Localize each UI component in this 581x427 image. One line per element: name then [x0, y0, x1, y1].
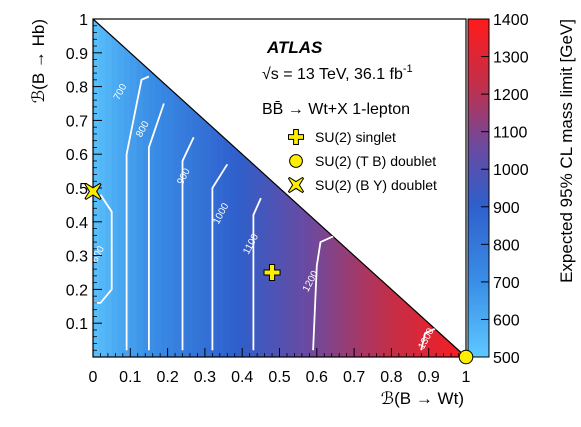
z-tick-label: 1200 — [493, 87, 529, 104]
heatmap-cell — [148, 19, 156, 357]
heatmap-cell — [136, 19, 144, 357]
contour-line-1000 — [211, 163, 229, 351]
x-tick-label: 0.4 — [231, 369, 253, 386]
contour-line-1200 — [312, 234, 336, 351]
channel-label: BB̄ → Wt+X 1-lepton — [262, 101, 410, 118]
legend-marker-circle — [289, 154, 303, 168]
heatmap-cell — [161, 19, 169, 357]
heatmap-cell — [254, 19, 262, 357]
z-tick-label: 900 — [493, 200, 520, 217]
heatmap-cell — [198, 19, 206, 357]
contour-line-900 — [181, 136, 195, 351]
z-tick-label: 1300 — [493, 50, 529, 67]
diagonal-boundary — [92, 18, 467, 358]
contour-line-1100 — [252, 197, 262, 351]
heatmap-cell — [273, 19, 281, 357]
heatmap-cell — [192, 19, 200, 357]
y-tick-label: 0.8 — [66, 80, 88, 97]
z-tick-label: 500 — [493, 350, 520, 367]
heatmap-cell — [267, 19, 274, 357]
heatmap-cell — [142, 19, 150, 357]
x-tick-label: 0.7 — [343, 369, 365, 386]
heatmap-cell — [242, 19, 250, 357]
x-axis-title: ℬ(B → Wt) — [381, 389, 464, 408]
legend: SU(2) singlet SU(2) (T B) doublet SU(2) (B… — [287, 129, 437, 194]
y-axis: 0.1 0.2 0.3 0.4 0.5 0.6 0.7 0.8 0.9 1 — [66, 12, 102, 351]
z-tick-label: 1400 — [493, 12, 529, 29]
y-tick-label: 0.4 — [66, 215, 88, 232]
marker-plus — [263, 264, 281, 281]
z-tick-label: 1100 — [493, 125, 528, 142]
x-tick-label: 0.8 — [380, 369, 402, 386]
legend-entry: SU(2) (T B) doublet — [315, 153, 436, 169]
heatmap-cell — [229, 19, 237, 357]
heatmap-cell — [248, 19, 256, 357]
heatmap-cell — [223, 19, 231, 357]
x-tick-label: 1 — [462, 369, 471, 386]
legend-marker-plus — [288, 129, 304, 145]
x-tick-label: 0.3 — [194, 369, 216, 386]
y-tick-label: 0.5 — [66, 181, 88, 198]
x-tick-label: 0.6 — [306, 369, 328, 386]
z-tick-label: 1000 — [493, 162, 529, 179]
heatmap-cell — [235, 19, 243, 357]
heatmap-cell — [111, 19, 119, 357]
colorbar — [467, 18, 490, 358]
heatmap-cell — [117, 19, 125, 357]
colorbar-title: Expected 95% CL mass limit [GeV] — [557, 19, 576, 283]
x-tick-label: 0 — [89, 369, 98, 386]
legend-entry: SU(2) singlet — [315, 129, 396, 145]
lumi-exponent: -1 — [403, 63, 413, 75]
marker-circle — [458, 349, 474, 365]
y-tick-label: 0.7 — [66, 113, 88, 130]
y-tick-label: 0.1 — [66, 316, 88, 333]
contour-line-600 — [93, 194, 113, 304]
heatmap-cell — [130, 19, 138, 357]
heatmap-cell — [99, 19, 107, 357]
y-tick-label: 1 — [79, 12, 88, 29]
energy-label-text: √s = 13 TeV, 36.1 fb — [262, 66, 403, 83]
heatmap-cell — [204, 19, 212, 357]
contour-line-800 — [148, 103, 165, 351]
z-tick-label: 700 — [493, 275, 520, 292]
colorbar-axis: 500 600 700 800 900 1000 1100 1200 1300 1400 — [481, 12, 529, 367]
x-tick-label: 0.9 — [418, 369, 440, 386]
x-tick-label: 0.2 — [156, 369, 178, 386]
heatmap-cell — [173, 19, 181, 357]
marker-cross — [84, 182, 102, 201]
energy-label: √s = 13 TeV, 36.1 fb-1 — [262, 63, 413, 83]
legend-marker-cross — [287, 176, 305, 194]
heatmap-cell — [167, 19, 175, 357]
y-tick-label: 0.3 — [66, 249, 88, 266]
heatmap-cell — [155, 19, 162, 357]
x-tick-label: 0.5 — [268, 369, 290, 386]
y-tick-label: 0.9 — [66, 46, 88, 63]
heatmap-cell — [186, 19, 194, 357]
y-tick-label: 0.2 — [66, 282, 88, 299]
heatmap-cell — [105, 19, 113, 357]
heatmap-cell — [260, 19, 268, 357]
atlas-label: ATLAS — [266, 38, 323, 57]
heatmap-cell — [211, 19, 218, 357]
heatmap-cell — [217, 19, 225, 357]
contour-line-700 — [125, 75, 150, 351]
legend-entry: SU(2) (B Y) doublet — [315, 177, 437, 193]
y-axis-title: ℬ(B → Hb) — [29, 19, 48, 103]
y-tick-label: 0.6 — [66, 147, 88, 164]
x-tick-label: 0.1 — [119, 369, 141, 386]
heatmap-cell — [180, 19, 187, 357]
x-axis: 0 0.1 0.2 0.3 0.4 0.5 0.6 0.7 0.8 0.9 1 — [89, 348, 471, 386]
z-tick-label: 800 — [493, 237, 520, 254]
z-tick-label: 600 — [493, 312, 520, 329]
